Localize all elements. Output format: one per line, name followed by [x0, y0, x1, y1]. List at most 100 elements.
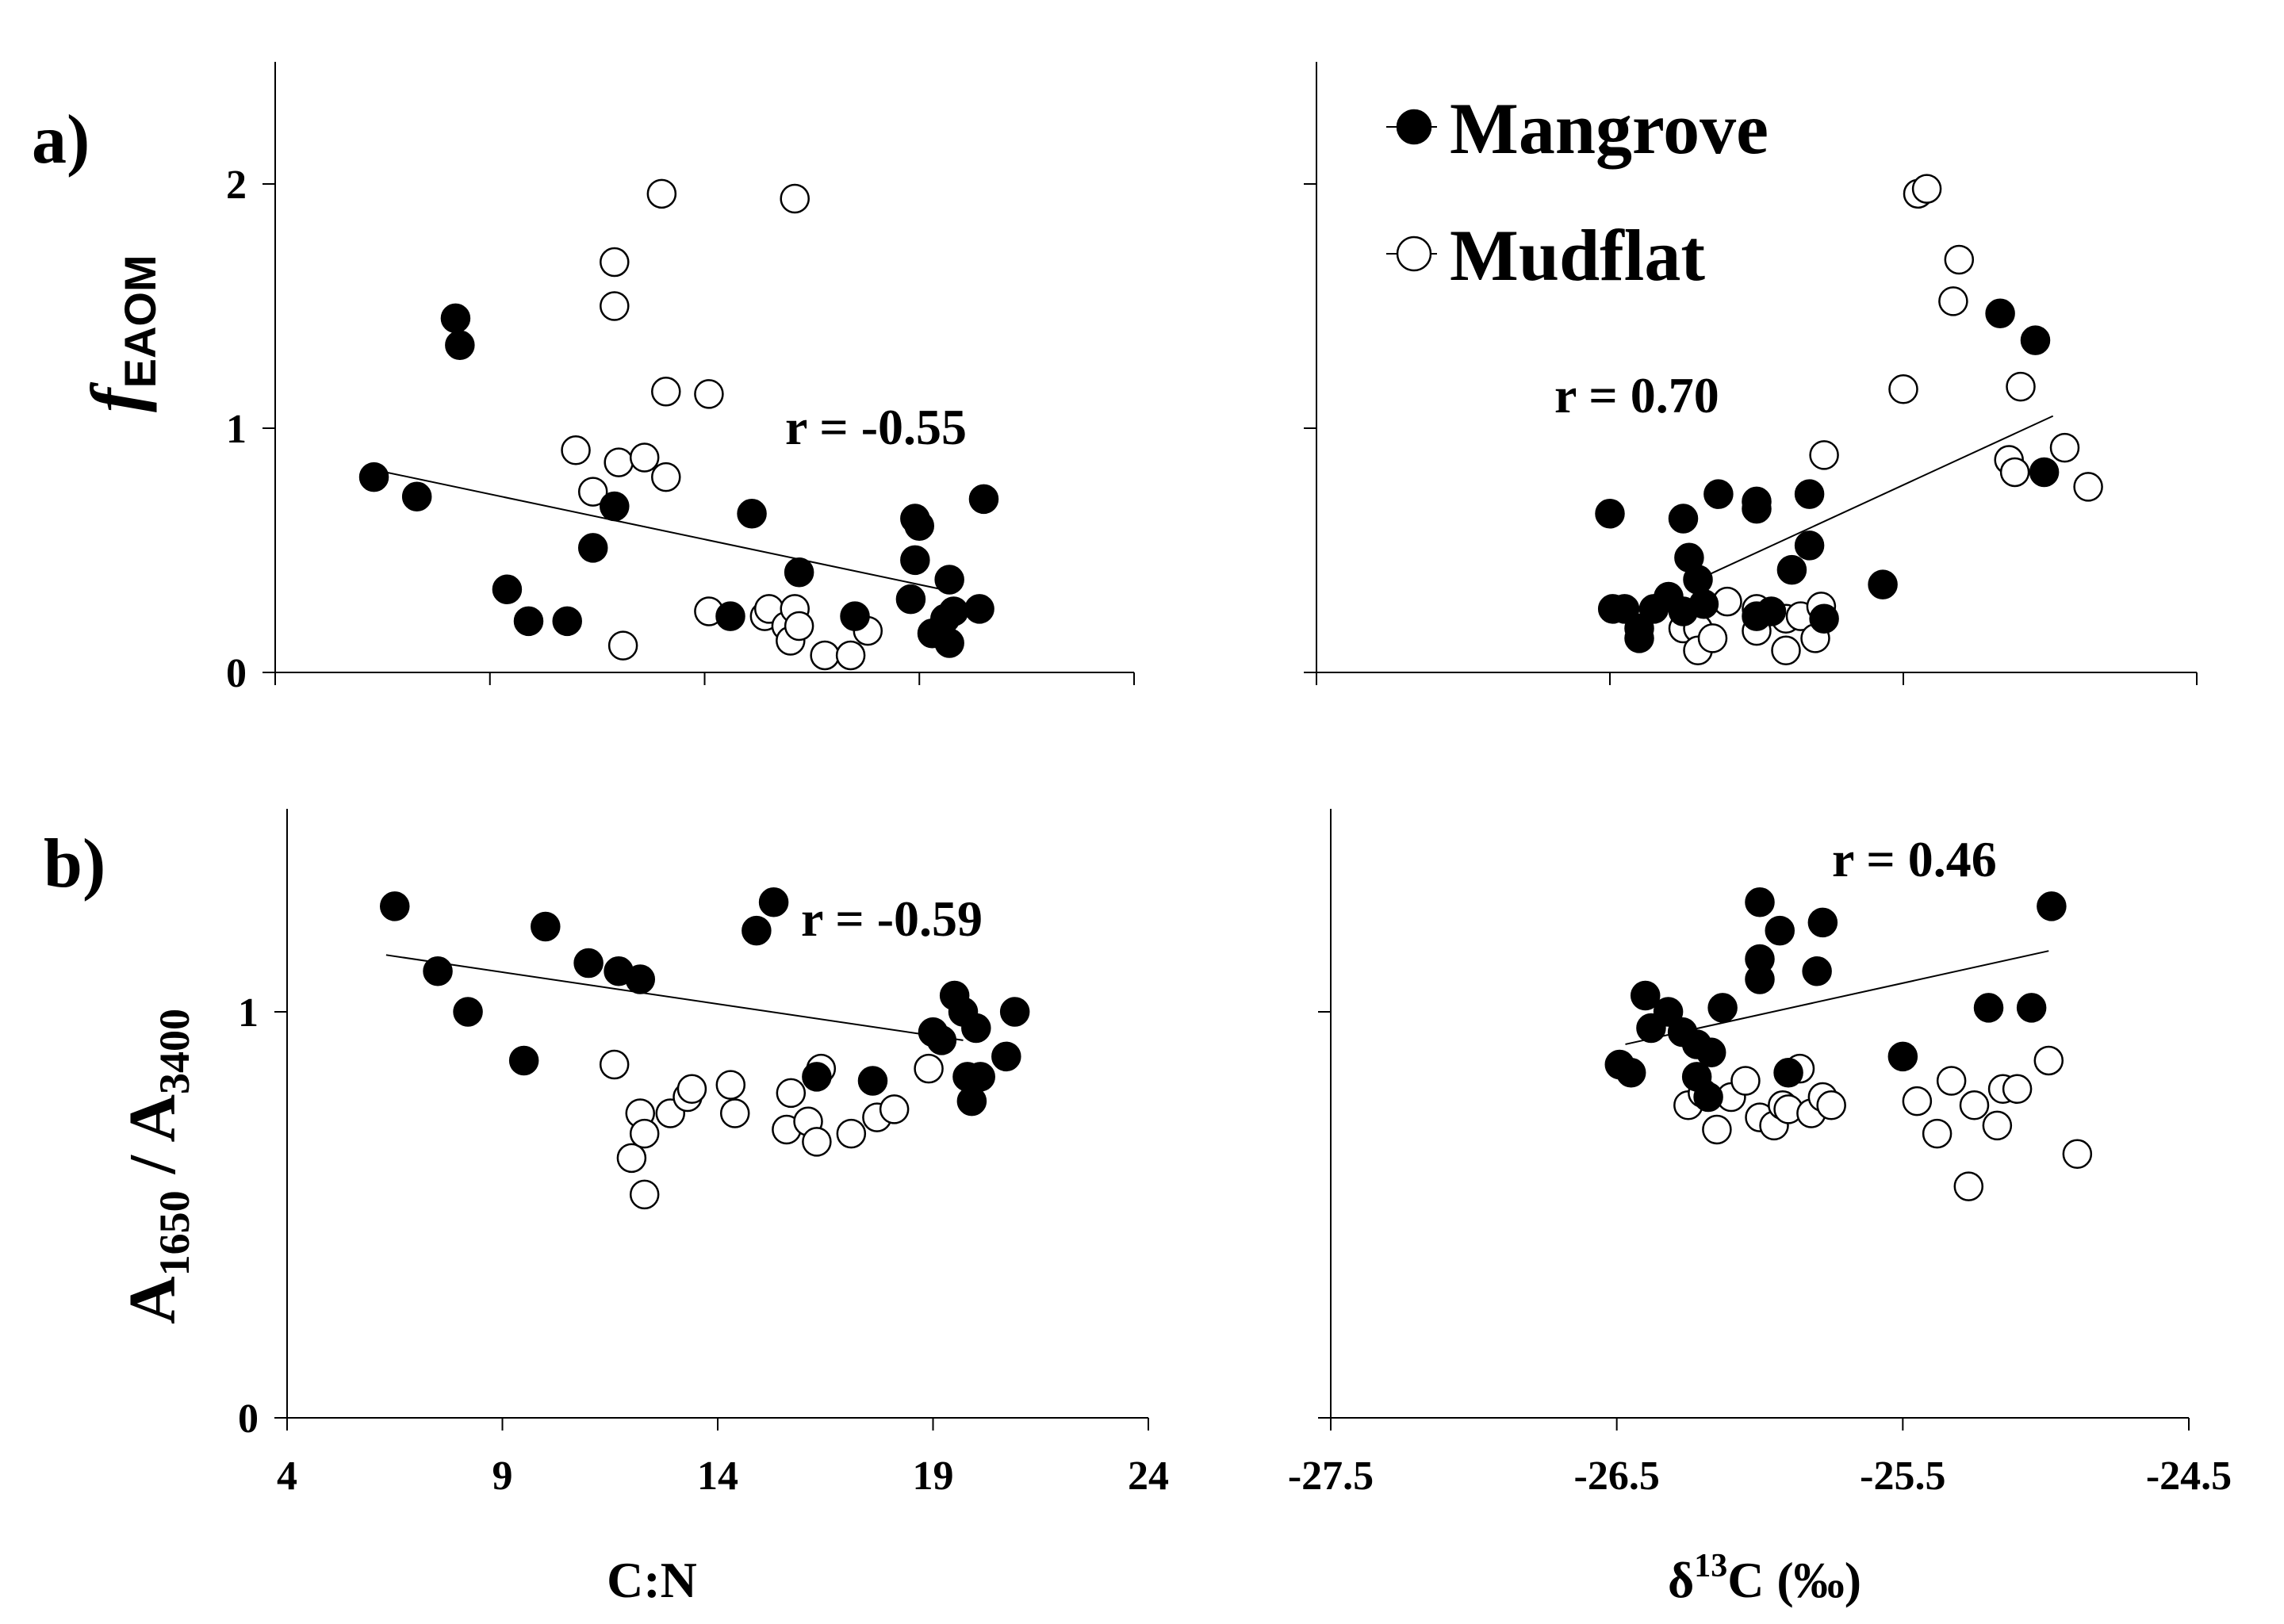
mudflat-point [719, 1098, 750, 1128]
mudflat-point [2033, 1045, 2064, 1076]
mudflat-point [715, 1070, 746, 1100]
mudflat-point [2006, 371, 2036, 402]
mudflat-point [629, 1118, 660, 1149]
mangrove-point [758, 887, 789, 917]
mangrove-point [625, 964, 656, 994]
mangrove-point [737, 499, 767, 529]
mudflat-point [1902, 1086, 1933, 1116]
mangrove-point [895, 584, 926, 615]
mudflat-point [2049, 432, 2080, 463]
mudflat-point [694, 379, 724, 409]
mangrove-point [2016, 993, 2047, 1023]
mangrove-point [938, 596, 969, 626]
x-tick-label: -25.5 [1860, 1454, 1945, 1499]
mangrove-point [513, 606, 544, 637]
mangrove-point [1794, 530, 1825, 561]
mangrove-point [904, 511, 934, 541]
mudflat-point [1730, 1066, 1761, 1096]
mangrove-point [445, 330, 475, 361]
mudflat-point [784, 611, 814, 642]
mangrove-point [1653, 997, 1684, 1027]
mudflat-point [836, 1118, 867, 1149]
panel-b-left: 014 9 14 19 24r = -0.59 [238, 809, 1169, 1499]
mangrove-point [1707, 993, 1738, 1023]
y-tick-label: 2 [226, 163, 247, 208]
mangrove-point [1809, 603, 1839, 634]
mudflat-point [651, 462, 681, 492]
mudflat-point [616, 1143, 647, 1174]
mangrove-point [934, 565, 964, 595]
mangrove-point [401, 481, 432, 511]
mudflat-point [1959, 1090, 1990, 1120]
mangrove-point [1693, 1082, 1723, 1113]
mangrove-point [1773, 1058, 1803, 1088]
y-tick-label: 0 [226, 651, 247, 696]
mudflat-point [676, 1074, 707, 1105]
mangrove-point [1630, 980, 1661, 1011]
mangrove-point [715, 601, 745, 631]
mangrove-point [1742, 493, 1772, 524]
mudflat-point [1702, 1114, 1732, 1145]
mudflat-point [1697, 623, 1728, 653]
regression-line [1697, 415, 2054, 580]
mangrove-point [1703, 479, 1734, 509]
mangrove-point [926, 1025, 957, 1055]
y-axis-title-bottom-s1: 1650 [151, 1190, 198, 1276]
panel-a-right: r = 0.70 [1304, 62, 2198, 685]
mudflat-point [607, 630, 638, 661]
mangrove-point [857, 1066, 888, 1096]
mangrove-point [934, 628, 964, 658]
mudflat-point [1938, 286, 1968, 316]
mudflat-point [1999, 457, 2030, 488]
x-axis-title-right-pre: δ [1668, 1552, 1694, 1608]
panel-b-label: b) [44, 825, 105, 902]
y-tick-label: 1 [238, 990, 259, 1036]
y-tick-label: 1 [226, 407, 247, 452]
mudflat-point [1911, 174, 1942, 204]
mangrove-point [492, 574, 523, 605]
mudflat-point [600, 247, 630, 278]
mudflat-point [879, 1094, 910, 1124]
mangrove-point [573, 948, 604, 979]
x-tick-label: 19 [913, 1454, 954, 1499]
correlation-label: r = 0.46 [1832, 831, 1997, 887]
y-axis-title-top: fEAOM [76, 255, 165, 412]
mudflat-point [802, 1127, 832, 1157]
mudflat-point [1809, 440, 1839, 470]
y-axis-title-top-sub: EAOM [115, 255, 165, 388]
y-tick-label: 0 [238, 1396, 259, 1442]
x-tick-label: 9 [492, 1454, 513, 1499]
panel-b-right: -27.5 -26.5 -25.5 -24.5 r = 0.46 [1288, 809, 2232, 1499]
mangrove-point [508, 1045, 539, 1076]
correlation-label: r = -0.55 [785, 399, 967, 455]
regression-line [1625, 950, 2049, 1045]
regression-line [385, 954, 964, 1041]
mudflat-point [2062, 1139, 2093, 1169]
x-tick-label: -24.5 [2146, 1454, 2232, 1499]
legend-label-mudflat: Mudflat [1450, 215, 1705, 296]
mangrove-point [2029, 457, 2060, 488]
legend: Mangrove Mudflat [1386, 88, 1769, 296]
x-tick-label: 4 [277, 1454, 297, 1499]
svg-text:fEAOM: fEAOM [76, 255, 165, 412]
mudflat-point [599, 1049, 630, 1080]
mudflat-point [1816, 1090, 1846, 1120]
x-axis-title-right-sup: 13 [1694, 1548, 1727, 1584]
mangrove-point [1973, 993, 2004, 1023]
mangrove-point [965, 1062, 995, 1092]
mangrove-point [440, 303, 471, 334]
y-axis-title-bottom-mid: / A [116, 1094, 190, 1191]
mangrove-point [742, 915, 772, 946]
mudflat-point [835, 640, 866, 671]
mudflat-point [1771, 635, 1801, 666]
mudflat-point [561, 435, 591, 465]
mudflat-point [2002, 1074, 2033, 1105]
y-axis-title-bottom-a1: A [116, 1276, 190, 1324]
mangrove-point [358, 462, 389, 492]
mangrove-point [961, 1013, 991, 1044]
mangrove-point [1745, 887, 1775, 917]
x-axis-title-right-post: C (‰) [1727, 1552, 1861, 1608]
x-axis-title-left: C:N [607, 1552, 697, 1608]
y-axis-title-bottom-s2: 3400 [151, 1009, 198, 1094]
